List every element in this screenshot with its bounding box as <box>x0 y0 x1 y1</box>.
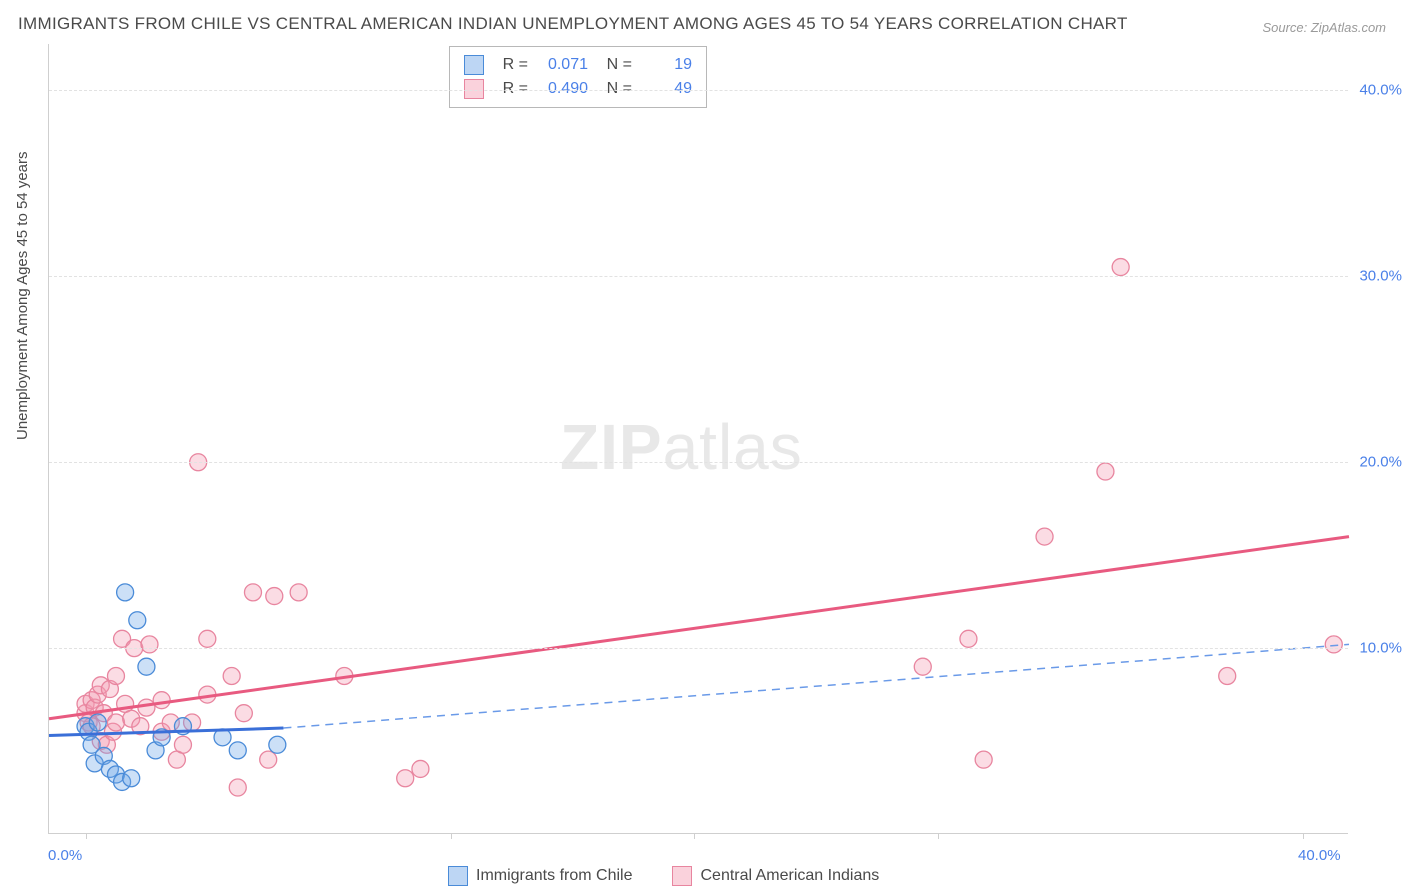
scatter-point-pink <box>412 760 429 777</box>
swatch-blue-icon <box>448 866 468 886</box>
xtick-low: 0.0% <box>48 847 82 864</box>
regression-line-pink <box>49 537 1349 719</box>
scatter-point-pink <box>107 668 124 685</box>
scatter-point-blue <box>89 714 106 731</box>
r-label: R = <box>494 56 528 74</box>
n-label: N = <box>598 56 632 74</box>
legend-item-pink: Central American Indians <box>672 866 879 886</box>
r-value: 0.490 <box>538 80 588 98</box>
r-value: 0.071 <box>538 56 588 74</box>
scatter-point-blue <box>117 584 134 601</box>
chart-title: IMMIGRANTS FROM CHILE VS CENTRAL AMERICA… <box>18 14 1128 34</box>
gridline-h <box>49 276 1348 277</box>
scatter-point-blue <box>269 736 286 753</box>
y-axis-label: Unemployment Among Ages 45 to 54 years <box>14 151 31 440</box>
scatter-point-pink <box>1036 528 1053 545</box>
scatter-point-blue <box>138 658 155 675</box>
scatter-point-pink <box>1325 636 1342 653</box>
swatch-pink-icon <box>464 79 484 99</box>
scatter-point-blue <box>229 742 246 759</box>
xtick-mark <box>1303 833 1304 839</box>
scatter-point-pink <box>914 658 931 675</box>
n-value: 19 <box>642 56 692 74</box>
scatter-point-pink <box>260 751 277 768</box>
xtick-mark <box>86 833 87 839</box>
scatter-point-pink <box>138 699 155 716</box>
ytick-label: 10.0% <box>1352 640 1402 657</box>
plot-svg <box>49 44 1348 833</box>
n-value: 49 <box>642 80 692 98</box>
scatter-point-pink <box>397 770 414 787</box>
scatter-point-pink <box>174 736 191 753</box>
scatter-point-pink <box>223 668 240 685</box>
gridline-h <box>49 462 1348 463</box>
scatter-point-pink <box>960 630 977 647</box>
xtick-mark <box>694 833 695 839</box>
scatter-point-pink <box>229 779 246 796</box>
r-label: R = <box>494 80 528 98</box>
scatter-point-pink <box>199 630 216 647</box>
chart-source: Source: ZipAtlas.com <box>1262 20 1386 35</box>
scatter-point-pink <box>1097 463 1114 480</box>
scatter-point-pink <box>141 636 158 653</box>
legend: Immigrants from Chile Central American I… <box>448 866 879 886</box>
swatch-blue-icon <box>464 55 484 75</box>
scatter-point-blue <box>129 612 146 629</box>
scatter-point-pink <box>1112 259 1129 276</box>
scatter-point-pink <box>975 751 992 768</box>
n-label: N = <box>598 80 632 98</box>
swatch-pink-icon <box>672 866 692 886</box>
stats-row-blue: R = 0.071 N = 19 <box>464 53 692 77</box>
plot-area: R = 0.071 N = 19 R = 0.490 N = 49 10.0%2… <box>48 44 1348 834</box>
xtick-mark <box>451 833 452 839</box>
stats-box: R = 0.071 N = 19 R = 0.490 N = 49 <box>449 46 707 108</box>
ytick-label: 40.0% <box>1352 82 1402 99</box>
scatter-point-blue <box>123 770 140 787</box>
scatter-point-pink <box>244 584 261 601</box>
scatter-point-pink <box>290 584 307 601</box>
ytick-label: 30.0% <box>1352 268 1402 285</box>
scatter-point-pink <box>1219 668 1236 685</box>
gridline-h <box>49 90 1348 91</box>
stats-row-pink: R = 0.490 N = 49 <box>464 77 692 101</box>
scatter-point-pink <box>266 588 283 605</box>
legend-label: Central American Indians <box>700 867 879 885</box>
scatter-point-pink <box>235 705 252 722</box>
gridline-h <box>49 648 1348 649</box>
ytick-label: 20.0% <box>1352 454 1402 471</box>
legend-label: Immigrants from Chile <box>476 867 632 885</box>
scatter-point-pink <box>107 714 124 731</box>
regression-line-blue-dash <box>283 644 1349 728</box>
xtick-mark <box>938 833 939 839</box>
xtick-high: 40.0% <box>1298 847 1341 864</box>
legend-item-blue: Immigrants from Chile <box>448 866 632 886</box>
scatter-point-pink <box>153 692 170 709</box>
